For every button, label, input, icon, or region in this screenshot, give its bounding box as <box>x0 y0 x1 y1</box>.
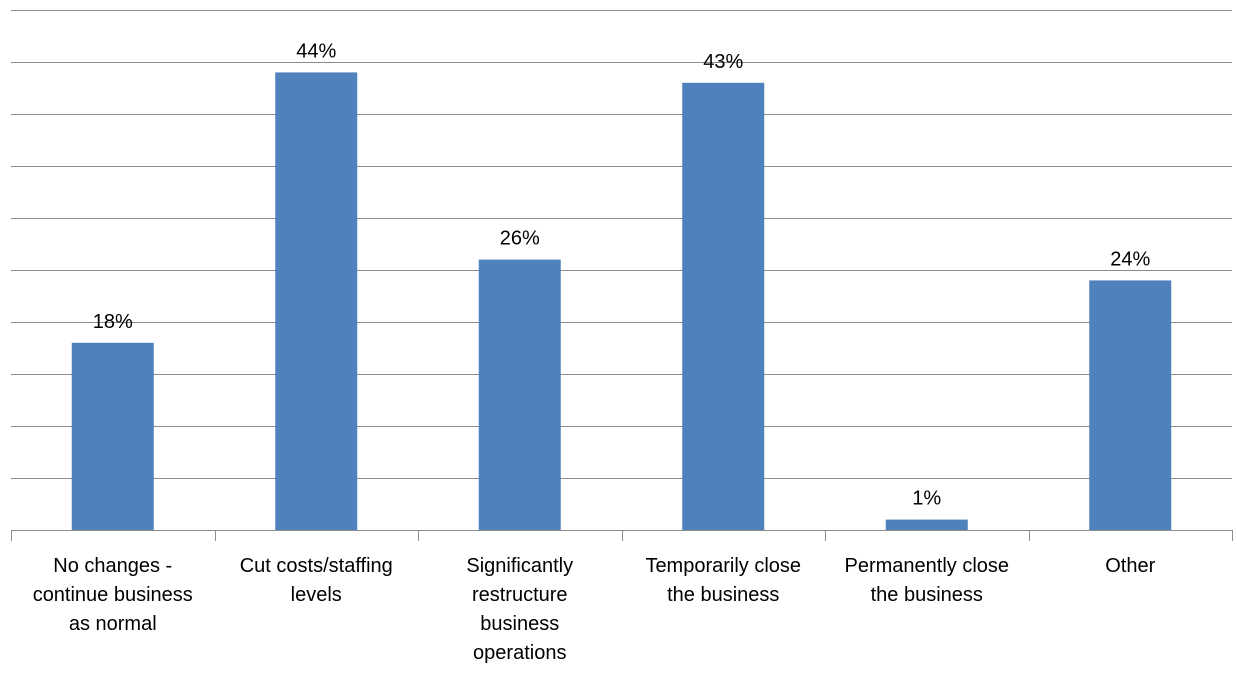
category-label: Permanently close the business <box>844 555 1009 606</box>
category-label: No changes -continue business as normal <box>33 555 193 635</box>
bars <box>71 72 1172 531</box>
bar <box>1089 280 1172 530</box>
data-label: 26% <box>500 228 540 250</box>
category-label: Temporarily close the business <box>645 555 801 606</box>
data-label: 44% <box>296 40 336 62</box>
category-label: Cut costs/staffing levels <box>240 555 393 606</box>
bar <box>275 72 358 531</box>
data-labels: 18% 44% 26% 43% 1% 24% <box>93 40 1151 509</box>
data-label: 43% <box>703 51 743 73</box>
bar <box>71 342 154 530</box>
category-labels: No changes -continue business as normal Cu… <box>33 555 1156 664</box>
bar <box>478 259 561 530</box>
gridlines <box>11 10 1232 479</box>
data-label: 18% <box>93 311 133 333</box>
category-label: Significantly restructure business operatio… <box>466 555 573 664</box>
data-label: 1% <box>912 488 941 510</box>
bar <box>885 519 968 530</box>
category-label: Other <box>1105 555 1155 577</box>
data-label: 24% <box>1110 248 1150 270</box>
bar <box>682 82 765 531</box>
x-axis-ticks <box>11 530 1233 541</box>
